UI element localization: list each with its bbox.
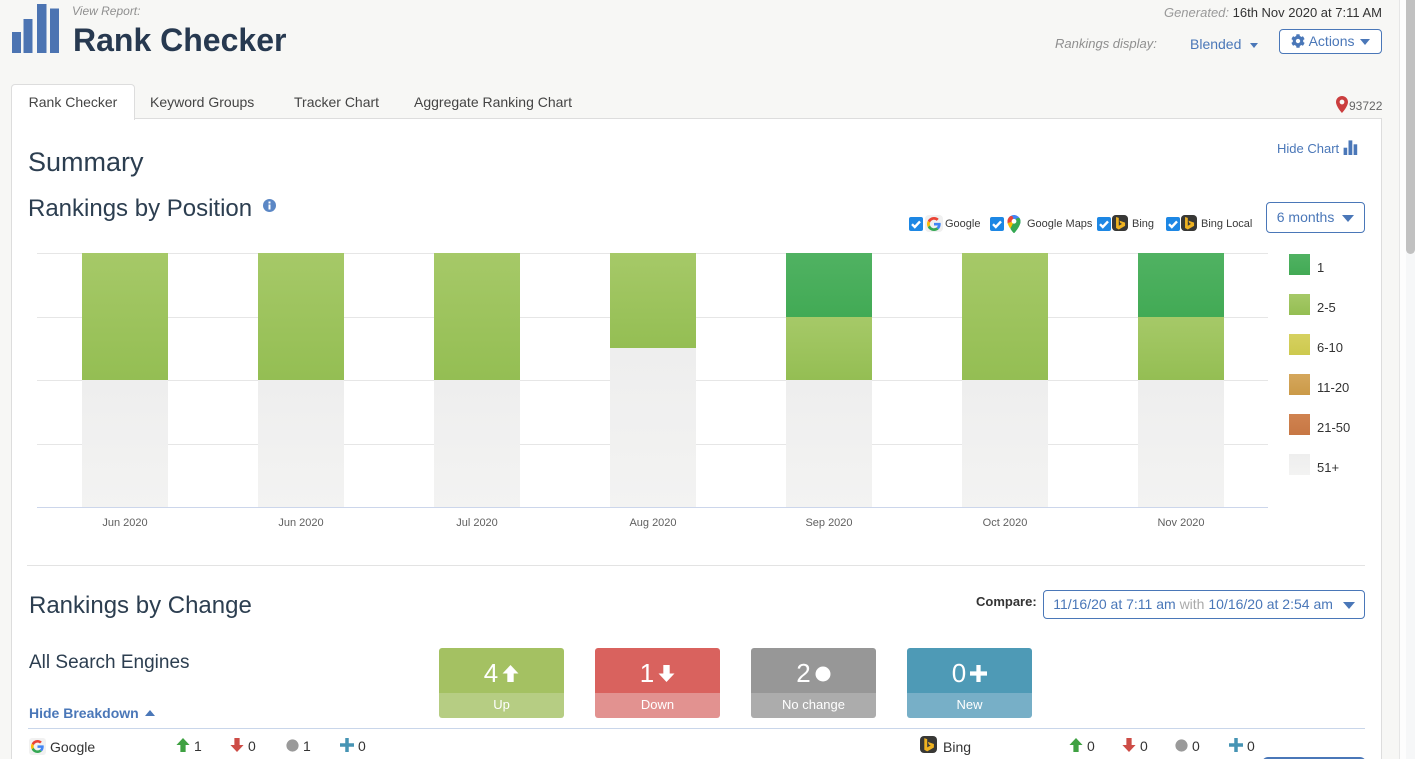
svg-text:Sep 2020: Sep 2020 [805,517,852,529]
svg-text:Nov 2020: Nov 2020 [1157,517,1204,529]
svg-text:6-10: 6-10 [1317,340,1343,355]
svg-text:1: 1 [1317,260,1324,275]
svg-text:Jul 2020: Jul 2020 [456,517,498,529]
svg-text:21-50: 21-50 [1317,420,1350,435]
svg-text:Aug 2020: Aug 2020 [629,517,676,529]
svg-text:2-5: 2-5 [1317,300,1336,315]
svg-text:Oct 2020: Oct 2020 [983,517,1028,529]
svg-text:Jun 2020: Jun 2020 [102,517,147,529]
svg-text:51+: 51+ [1317,460,1339,475]
svg-text:Jun 2020: Jun 2020 [278,517,323,529]
svg-text:11-20: 11-20 [1317,380,1349,395]
